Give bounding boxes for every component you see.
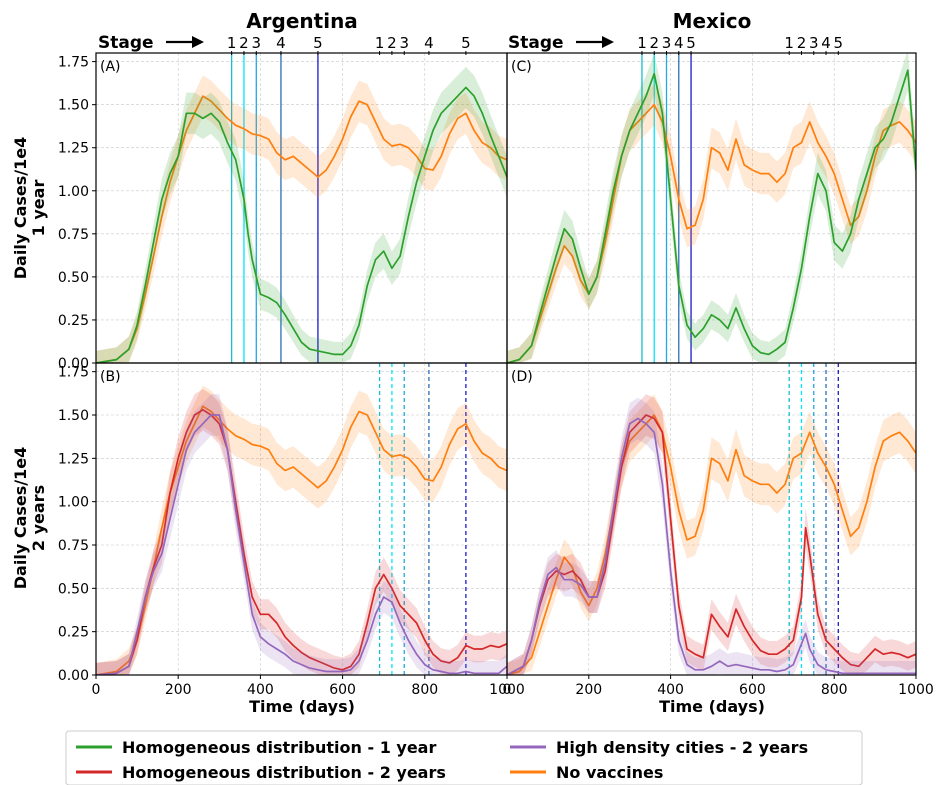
stage-number-5: 5 [313, 34, 323, 52]
xtick-label: 600 [739, 682, 766, 698]
stage-number-1: 1 [375, 34, 385, 52]
xtick-label: 400 [657, 682, 684, 698]
stage-number-5: 5 [834, 34, 844, 52]
ytick-label: 0.50 [58, 270, 89, 286]
ylabel-top-main: Daily Cases/1e4 [11, 137, 30, 279]
band-no-vaccines [96, 75, 507, 363]
stage-number-3: 3 [399, 34, 409, 52]
panel-letter: (D) [511, 369, 533, 385]
legend-label-highdensity-2yr: High density cities - 2 years [556, 738, 808, 757]
series-line-no-vaccines [507, 414, 916, 675]
stage-number-2: 2 [387, 34, 397, 52]
xtick-label: 0 [92, 682, 101, 698]
ytick-label: 0.25 [58, 313, 89, 329]
panel-letter: (B) [100, 369, 121, 385]
series-line-homogeneous-distribution-2-years [96, 408, 507, 675]
ytick-label: 0.75 [58, 227, 89, 243]
ytick-label: 1.50 [58, 408, 89, 424]
stage-number-2: 2 [239, 34, 249, 52]
ytick-label: 1.25 [58, 451, 89, 467]
ylabel-top-sub: 1 year [29, 180, 48, 237]
panel-c: (C) [506, 52, 917, 364]
ytick-label: 0.50 [58, 581, 89, 597]
series-line-homogeneous-distribution-1-year [96, 86, 507, 363]
panel-d: (D) 0 200 400 600 800 1000 [503, 362, 934, 698]
ytick-label: 1.75 [58, 365, 89, 381]
stage-arrow-left-icon [166, 36, 204, 48]
series-line-high-density-cities-2-years [507, 417, 916, 675]
band-homogeneous-distribution-2-years [96, 389, 507, 675]
xlabel-left: Time (days) [249, 697, 355, 716]
stage-number-3: 3 [809, 34, 819, 52]
stage-arrow-right-icon [576, 36, 614, 48]
series-group [507, 394, 916, 675]
stage-number-4: 4 [674, 34, 684, 52]
series-line-homogeneous-distribution-2-years [507, 414, 916, 675]
band-no-vaccines [96, 385, 507, 675]
panel-b: (B) 0.00 0.25 0.50 0.75 1.00 1.25 1.50 1.75 0 200 4… [58, 362, 525, 698]
legend-label-homog-1yr: Homogeneous distribution - 1 year [122, 738, 436, 757]
band-homogeneous-distribution-1-year [507, 53, 916, 363]
series-line-high-density-cities-2-years [96, 414, 507, 675]
legend-label-homog-2yr: Homogeneous distribution - 2 years [122, 763, 446, 782]
stage-number-4: 4 [276, 34, 286, 52]
xtick-label: 600 [329, 682, 356, 698]
xtick-label: 0 [503, 682, 512, 698]
ytick-label: 1.00 [58, 184, 89, 200]
xtick-label: 200 [165, 682, 192, 698]
band-no-vaccines [507, 84, 916, 363]
title-argentina: Argentina [246, 9, 358, 33]
panel-letter: (A) [100, 59, 121, 75]
legend-frame [65, 730, 863, 785]
panel-frame [506, 362, 917, 676]
series-group [507, 53, 916, 363]
band-homogeneous-distribution-1-year [96, 66, 507, 363]
xtick-label: 1000 [898, 682, 934, 698]
ytick-label: 1.75 [58, 55, 89, 71]
panel-a: (A) 0.00 0.25 0.50 0.75 1.00 1.25 1.50 1.75 [58, 52, 508, 372]
stage-label-right: Stage [508, 33, 564, 53]
series-group [96, 385, 507, 675]
legend: Homogeneous distribution - 1 year High d… [65, 730, 863, 785]
ytick-label: 0.00 [58, 668, 89, 684]
xlabel-right: Time (days) [659, 697, 765, 716]
series-group [96, 66, 507, 363]
ytick-label: 1.50 [58, 98, 89, 114]
stage-label-left: Stage [98, 33, 154, 53]
stage-number-3: 3 [662, 34, 672, 52]
title-mexico: Mexico [673, 9, 752, 33]
ytick-label: 0.25 [58, 625, 89, 641]
band-no-vaccines [507, 394, 916, 675]
stage-number-4: 4 [821, 34, 831, 52]
stage-number-2: 2 [649, 34, 659, 52]
xtick-label: 800 [821, 682, 848, 698]
ytick-label: 1.25 [58, 141, 89, 157]
xtick-label: 400 [247, 682, 274, 698]
stage-number-3: 3 [252, 34, 262, 52]
xtick-label: 1000 [489, 682, 525, 698]
panels: (A)0.000.250.500.751.001.251.501.751 2 3 4 5… [58, 34, 934, 698]
series-line-no-vaccines [96, 405, 507, 675]
xtick-label: 800 [411, 682, 438, 698]
ytick-label: 1.00 [58, 495, 89, 511]
stage-number-5: 5 [686, 34, 696, 52]
panel-letter: (C) [511, 59, 532, 75]
stage-number-1: 1 [784, 34, 794, 52]
ylabel-bottom-sub: 2 years [29, 485, 48, 551]
panel-frame [95, 362, 508, 676]
stage-number-1: 1 [227, 34, 237, 52]
stage-number-4: 4 [424, 34, 434, 52]
ytick-label: 0.00 [58, 356, 89, 372]
stage-number-5: 5 [461, 34, 471, 52]
series-line-no-vaccines [507, 103, 916, 363]
stage-number-1: 1 [637, 34, 647, 52]
stage-number-2: 2 [797, 34, 807, 52]
ytick-label: 0.75 [58, 538, 89, 554]
legend-label-no-vaccines: No vaccines [556, 763, 663, 782]
ylabel-bottom-main: Daily Cases/1e4 [11, 447, 30, 589]
xtick-label: 200 [575, 682, 602, 698]
series-line-homogeneous-distribution-1-year [507, 69, 916, 363]
